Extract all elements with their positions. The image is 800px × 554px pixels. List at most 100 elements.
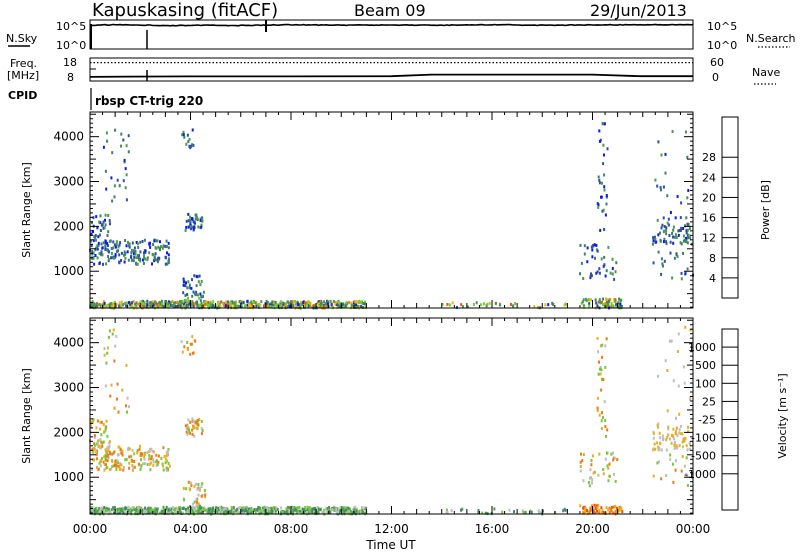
scatter-cell xyxy=(157,460,160,464)
scatter-cell xyxy=(591,454,594,458)
scatter-cell xyxy=(152,508,154,512)
scatter-cell xyxy=(92,251,95,255)
scatter-cell xyxy=(599,366,602,369)
scatter-cell xyxy=(121,449,124,453)
scatter-cell xyxy=(230,507,233,511)
scatter-cell xyxy=(582,277,585,280)
scatter-cell xyxy=(177,303,180,307)
scatter-cell xyxy=(127,134,130,138)
scatter-cell xyxy=(113,256,116,260)
scatter-cell xyxy=(167,508,170,512)
scatter-cell xyxy=(138,254,141,258)
scatter-cell xyxy=(148,242,151,246)
scatter-cell xyxy=(110,508,113,512)
scatter-cell xyxy=(92,302,95,306)
scatter-cell xyxy=(656,461,659,465)
scatter-cell xyxy=(106,241,109,245)
scatter-cell xyxy=(657,425,660,429)
scatter-cell xyxy=(104,244,107,248)
scatter-cell xyxy=(358,300,361,303)
scatter-cell xyxy=(98,220,101,224)
scatter-cell xyxy=(120,144,122,148)
scatter-cell xyxy=(579,504,582,508)
scatter-cell xyxy=(105,304,108,308)
colorbar-tick-label: 24 xyxy=(702,171,716,184)
scatter-cell xyxy=(664,359,667,363)
colorbar-tick-label: 8 xyxy=(709,252,716,265)
scatter-cell xyxy=(607,245,610,249)
scatter-cell xyxy=(197,502,200,506)
scatter-cell xyxy=(163,508,166,512)
scatter-cell xyxy=(193,500,196,504)
scatter-cell xyxy=(687,233,690,237)
scatter-cell xyxy=(592,506,595,509)
scatter-cell xyxy=(197,506,200,510)
scatter-cell xyxy=(107,258,110,261)
scatter-cell xyxy=(681,432,684,436)
scatter-cell xyxy=(195,302,198,306)
scatter-cell xyxy=(186,341,189,344)
scatter-cell xyxy=(258,302,261,306)
scatter-cell xyxy=(654,238,657,241)
scatter-cell xyxy=(96,449,98,453)
scatter-cell xyxy=(132,300,135,304)
scatter-cell xyxy=(672,235,674,239)
scatter-cell xyxy=(95,426,98,430)
scatter-cell xyxy=(91,221,93,225)
scatter-cell xyxy=(522,510,525,514)
scatter-cell xyxy=(579,460,582,464)
scatter-cell xyxy=(128,461,131,465)
scatter-cell xyxy=(153,255,156,259)
scatter-cell xyxy=(159,240,161,244)
scatter-cell xyxy=(108,329,111,333)
scatter-cell xyxy=(188,283,191,287)
scatter-cell xyxy=(672,379,675,383)
scatter-cell xyxy=(90,507,93,511)
scatter-cell xyxy=(660,226,663,230)
scatter-cell xyxy=(125,457,128,461)
scatter-cell xyxy=(193,434,196,438)
scatter-cell xyxy=(199,283,202,287)
scatter-cell xyxy=(678,412,681,416)
scatter-cell xyxy=(198,274,201,278)
scatter-cell xyxy=(671,276,674,280)
scatter-cell xyxy=(605,202,608,206)
scatter-cell xyxy=(203,302,206,306)
scatter-cell xyxy=(197,510,200,514)
scatter-cell xyxy=(213,305,216,309)
scatter-cell xyxy=(194,213,197,217)
scatter-cell xyxy=(184,229,187,232)
scatter-cell xyxy=(116,178,119,182)
scatter-cell xyxy=(329,510,332,514)
scatter-cell xyxy=(266,301,269,305)
scatter-cell xyxy=(91,302,93,306)
scatter-cell xyxy=(105,419,108,423)
scatter-cell xyxy=(682,251,684,255)
scatter-cell xyxy=(687,430,690,434)
scatter-cell xyxy=(165,450,168,454)
scatter-cell xyxy=(583,252,586,256)
scatter-cell xyxy=(165,245,168,249)
y-tick-label: 1000 xyxy=(53,470,84,484)
scatter-cell xyxy=(446,510,449,514)
scatter-cell xyxy=(148,457,150,461)
colorbar-tick-label: -1000 xyxy=(684,468,716,481)
scatter-cell xyxy=(611,257,614,261)
scatter-cell xyxy=(91,510,94,514)
scatter-cell xyxy=(602,208,605,212)
scatter-cell xyxy=(100,457,103,461)
scatter-cell xyxy=(197,280,200,284)
scatter-cell xyxy=(143,251,145,255)
scatter-cell xyxy=(106,466,109,470)
scatter-cell xyxy=(167,448,170,451)
scatter-cell xyxy=(563,303,566,307)
scatter-cell xyxy=(219,506,221,510)
scatter-cell xyxy=(614,504,617,508)
scatter-cell xyxy=(125,404,127,408)
scatter-cell xyxy=(102,262,104,266)
scatter-cell xyxy=(663,237,666,241)
scatter-cell xyxy=(167,261,170,265)
scatter-cell xyxy=(182,277,185,281)
scatter-cell xyxy=(588,302,591,305)
scatter-cell xyxy=(96,441,99,445)
